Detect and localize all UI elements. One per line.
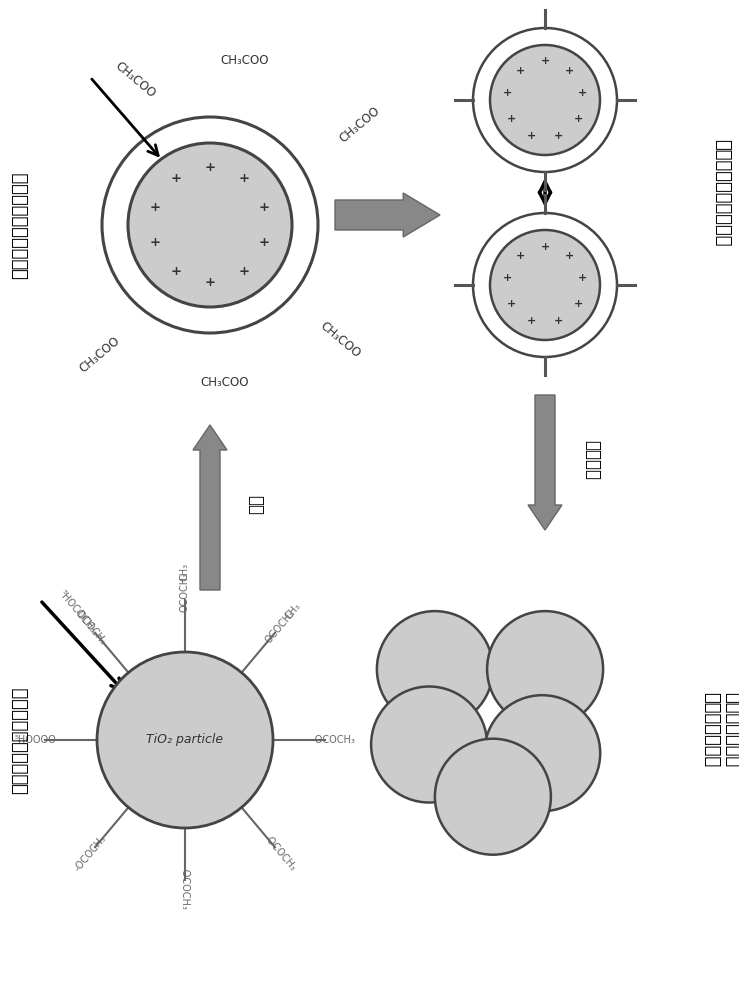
Text: CH₃COO: CH₃COO — [112, 59, 157, 101]
Circle shape — [473, 28, 617, 172]
Circle shape — [128, 143, 292, 307]
Text: 带电粒子之间产生排斥: 带电粒子之间产生排斥 — [713, 139, 731, 246]
Text: CH₃COO: CH₃COO — [201, 376, 249, 389]
Text: CH₃: CH₃ — [180, 563, 190, 581]
Text: +: + — [579, 88, 588, 98]
Text: +: + — [150, 236, 161, 249]
Circle shape — [490, 45, 600, 155]
Text: TiO₂ particle: TiO₂ particle — [146, 734, 224, 746]
Text: +: + — [171, 172, 182, 185]
Text: +: + — [259, 201, 270, 214]
Text: +: + — [565, 251, 574, 261]
Text: 酯化反应形成化学吸附: 酯化反应形成化学吸附 — [11, 686, 29, 794]
Text: +: + — [503, 88, 511, 98]
Text: +: + — [516, 66, 525, 76]
Text: CH₃: CH₃ — [283, 601, 303, 621]
Text: +: + — [259, 236, 270, 249]
Text: +: + — [205, 161, 216, 174]
Text: +: + — [507, 114, 517, 124]
FancyArrow shape — [335, 193, 440, 237]
Circle shape — [97, 652, 273, 828]
Text: -OCOCH₃: -OCOCH₃ — [262, 833, 298, 873]
Text: +: + — [540, 241, 550, 251]
Text: +: + — [507, 299, 517, 309]
Text: +: + — [565, 66, 574, 76]
Circle shape — [487, 611, 603, 727]
Text: +: + — [527, 316, 537, 326]
Text: CH₃COO: CH₃COO — [337, 104, 383, 146]
Circle shape — [371, 686, 487, 802]
Circle shape — [102, 117, 318, 333]
Text: CH₃COO: CH₃COO — [221, 53, 269, 66]
Text: +: + — [540, 56, 550, 66]
Text: +: + — [238, 265, 249, 278]
Text: -OCOCH₃: -OCOCH₃ — [180, 866, 190, 910]
Text: +: + — [171, 265, 182, 278]
Circle shape — [484, 695, 600, 811]
Text: CH₃COO: CH₃COO — [78, 334, 123, 376]
Text: ⁵HOCOCH₃: ⁵HOCOCH₃ — [57, 588, 98, 634]
Text: OCOCH₃: OCOCH₃ — [263, 608, 297, 645]
Circle shape — [377, 611, 493, 727]
Text: +: + — [527, 131, 537, 141]
Text: 带电粒子失去电
荷后发生的簇聚: 带电粒子失去电 荷后发生的簇聚 — [703, 692, 739, 768]
Text: CH₃COO: CH₃COO — [317, 319, 363, 361]
Text: OCOCH₃: OCOCH₃ — [180, 572, 190, 612]
Text: +: + — [573, 114, 583, 124]
Text: -OCOCH₃: -OCOCH₃ — [72, 833, 108, 873]
Text: +: + — [238, 172, 249, 185]
Text: +: + — [554, 131, 563, 141]
Text: +: + — [205, 276, 216, 289]
Text: +: + — [503, 273, 511, 283]
Text: +: + — [579, 273, 588, 283]
Text: -OCOCH₃: -OCOCH₃ — [311, 735, 355, 745]
Text: -OCOCH₃: -OCOCH₃ — [72, 607, 108, 647]
Text: ⁵HOOOO-: ⁵HOOOO- — [14, 735, 60, 745]
FancyArrow shape — [193, 425, 227, 590]
Text: 加入盐酸: 加入盐酸 — [583, 440, 601, 480]
FancyArrow shape — [528, 395, 562, 530]
Text: +: + — [573, 299, 583, 309]
Text: 醒酸根离子在水中电离: 醒酸根离子在水中电离 — [11, 171, 29, 279]
Text: +: + — [554, 316, 563, 326]
Circle shape — [490, 230, 600, 340]
Circle shape — [435, 739, 551, 855]
Text: +: + — [516, 251, 525, 261]
Text: 超声: 超声 — [246, 495, 264, 515]
Text: +: + — [150, 201, 161, 214]
Circle shape — [473, 213, 617, 357]
